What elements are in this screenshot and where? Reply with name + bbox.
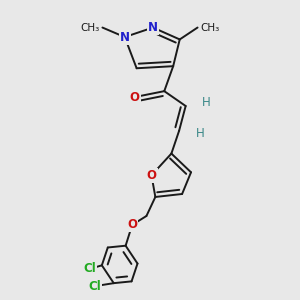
Text: CH₃: CH₃ (80, 22, 100, 32)
Text: O: O (127, 218, 137, 231)
Text: H: H (202, 96, 210, 109)
Text: N: N (148, 21, 158, 34)
Text: Cl: Cl (88, 280, 101, 292)
Text: H: H (196, 127, 204, 140)
Text: O: O (130, 91, 140, 103)
Text: Cl: Cl (84, 262, 96, 275)
Text: CH₃: CH₃ (200, 22, 220, 32)
Text: O: O (146, 169, 157, 182)
Text: N: N (120, 31, 130, 44)
